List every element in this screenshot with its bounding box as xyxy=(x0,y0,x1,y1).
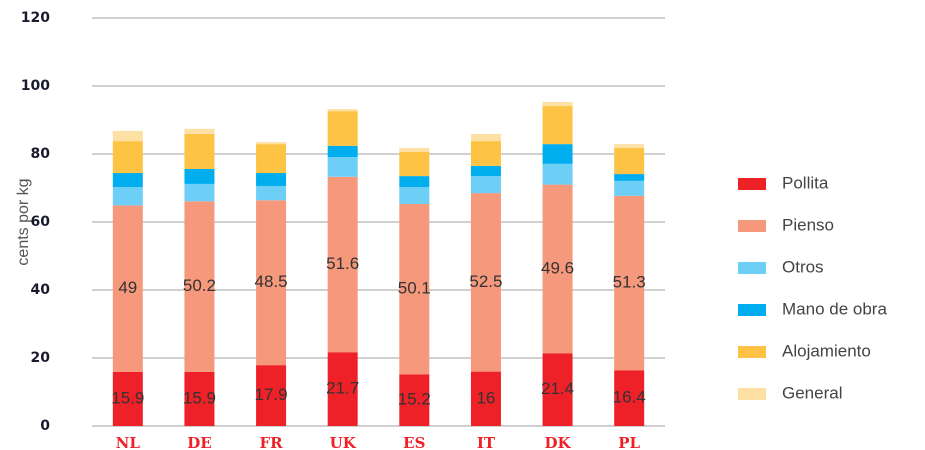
bar-segment xyxy=(614,174,645,181)
y-tick-label: 40 xyxy=(31,282,51,298)
bar-segment xyxy=(256,200,287,366)
bar-segment xyxy=(256,144,287,174)
legend-label: Pollita xyxy=(782,173,829,192)
bar-segment xyxy=(470,193,501,372)
bar-segment xyxy=(614,180,645,196)
bar-segment xyxy=(470,141,501,166)
x-tick-label: NL xyxy=(116,434,141,450)
bar-segment xyxy=(184,128,215,134)
bar-segment xyxy=(542,353,573,426)
legend-swatch xyxy=(738,220,766,232)
bar-segment xyxy=(327,145,358,158)
bar-segment xyxy=(399,203,430,375)
bar-segment xyxy=(327,111,358,146)
data-label: 17.9 xyxy=(255,385,288,404)
data-label: 50.1 xyxy=(398,279,431,298)
bar-segment xyxy=(112,371,143,426)
bar-segment xyxy=(184,183,215,202)
bar-segment xyxy=(542,101,573,107)
y-tick-label: 0 xyxy=(40,418,50,434)
data-label: 51.6 xyxy=(326,254,359,273)
bar-segment xyxy=(399,147,430,152)
data-label: 16.4 xyxy=(613,388,646,407)
x-tick-label: PL xyxy=(618,434,640,450)
bar-segment xyxy=(327,352,358,426)
bar-segment xyxy=(399,186,430,204)
x-tick-label: IT xyxy=(477,434,496,450)
y-axis-label: cents por kg xyxy=(15,178,32,265)
bar-segment xyxy=(327,157,358,177)
y-tick-label: 100 xyxy=(21,78,50,94)
data-label: 50.2 xyxy=(183,276,216,295)
y-tick-label: 20 xyxy=(31,350,51,366)
bar-segment xyxy=(256,173,287,186)
legend-label: Mano de obra xyxy=(782,299,887,318)
bar-segment xyxy=(399,374,430,426)
data-label: 48.5 xyxy=(255,272,288,291)
bar-segment xyxy=(112,141,143,174)
bar-segment xyxy=(112,173,143,187)
legend-swatch xyxy=(738,262,766,274)
legend-label: Otros xyxy=(782,257,824,276)
y-tick-label: 60 xyxy=(31,214,51,230)
x-tick-label: DK xyxy=(545,434,572,450)
bar-segment xyxy=(542,106,573,145)
bar-segment xyxy=(542,144,573,164)
data-label: 15.2 xyxy=(398,390,431,409)
bar-segment xyxy=(399,151,430,177)
bar-segment xyxy=(614,144,645,148)
x-tick-label: ES xyxy=(403,434,425,450)
bar-segment xyxy=(614,195,645,371)
bar-segment xyxy=(112,186,143,206)
legend-label: Pienso xyxy=(782,215,834,234)
legend-swatch xyxy=(738,346,766,358)
bar-segment xyxy=(256,365,287,426)
legend-swatch xyxy=(738,178,766,190)
bar-segment xyxy=(184,201,215,372)
data-label: 51.3 xyxy=(613,273,646,292)
data-label: 15.9 xyxy=(111,388,144,407)
bar-segment xyxy=(112,205,143,372)
data-label: 21.7 xyxy=(326,379,359,398)
bar-segment xyxy=(256,142,287,145)
y-tick-label: 80 xyxy=(31,146,51,162)
bar-segment xyxy=(327,109,358,112)
data-label: 16 xyxy=(476,388,495,407)
bar-segment xyxy=(470,371,501,426)
data-label: 21.4 xyxy=(541,379,574,398)
bar-segment xyxy=(327,176,358,353)
bar-segment xyxy=(184,371,215,426)
data-label: 52.5 xyxy=(469,272,502,291)
bar-segment xyxy=(470,176,501,194)
legend-label: General xyxy=(782,383,842,402)
data-label: 49.6 xyxy=(541,258,574,277)
bar-segment xyxy=(614,147,645,175)
bar-segment xyxy=(470,133,501,142)
bar-segment xyxy=(184,168,215,184)
bar-segment xyxy=(112,130,143,142)
x-tick-label: FR xyxy=(260,434,284,450)
bar-segment xyxy=(256,185,287,201)
legend-swatch xyxy=(738,304,766,316)
bar-segment xyxy=(184,133,215,169)
bar-segment xyxy=(542,163,573,185)
x-tick-label: UK xyxy=(330,434,357,450)
data-label: 49 xyxy=(118,278,137,297)
bar-segment xyxy=(399,176,430,187)
legend-label: Alojamiento xyxy=(782,341,871,360)
bar-segment xyxy=(542,184,573,354)
x-tick-label: DE xyxy=(187,434,211,450)
bar-segment xyxy=(614,370,645,426)
legend-swatch xyxy=(738,388,766,400)
bar-segment xyxy=(470,165,501,177)
y-tick-label: 120 xyxy=(21,10,50,26)
data-label: 15.9 xyxy=(183,388,216,407)
